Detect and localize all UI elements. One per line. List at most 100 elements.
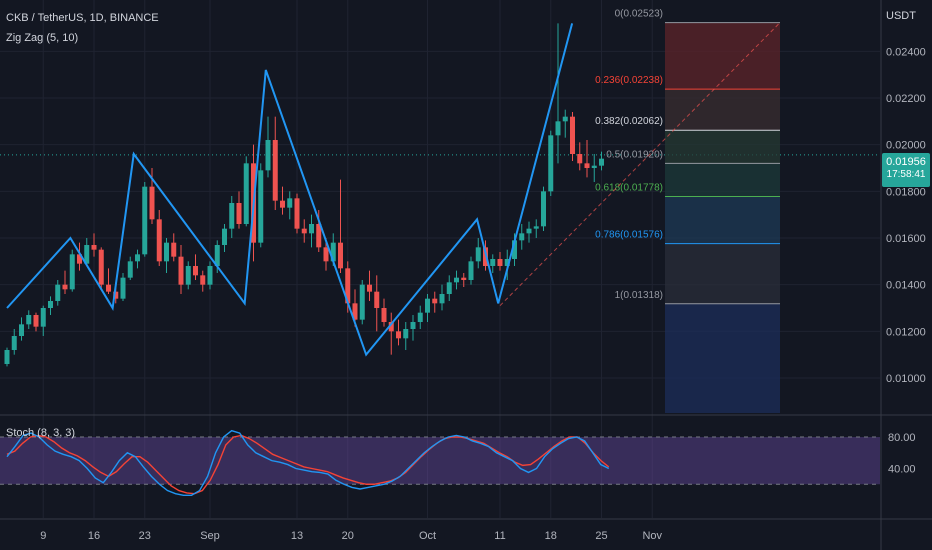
fib-level-label: 0.786(0.01576) xyxy=(595,230,663,241)
fib-level-label: 0.236(0.02238) xyxy=(595,75,663,86)
stoch-title[interactable]: Stoch (8, 3, 3) xyxy=(6,427,76,439)
time-tick-label: 23 xyxy=(139,530,151,542)
candle-body xyxy=(106,284,111,292)
fib-zone xyxy=(665,303,780,413)
candle-body xyxy=(178,256,184,285)
candle-body xyxy=(272,140,278,201)
candle-body xyxy=(533,226,539,229)
fib-trend-line xyxy=(499,22,781,307)
fib-level-label: 0.618(0.01778) xyxy=(595,182,663,193)
fib-level-label: 0.382(0.02062) xyxy=(595,116,663,127)
last-price-tag: 0.01956 17:58:41 xyxy=(882,153,930,187)
candle-body xyxy=(519,233,525,241)
candle-body xyxy=(410,322,416,329)
time-tick-label: Nov xyxy=(642,530,662,542)
candle-body xyxy=(301,228,307,234)
candle-body xyxy=(526,228,532,234)
time-tick-label: 25 xyxy=(595,530,607,542)
zigzag-polyline xyxy=(6,23,574,357)
stoch-tick-label: 40.00 xyxy=(888,464,916,476)
candle-body xyxy=(62,284,68,290)
candle-body xyxy=(425,298,430,313)
candle-body xyxy=(323,247,329,262)
price-tick-label: 0.01200 xyxy=(886,326,926,338)
candle-body xyxy=(432,298,438,304)
time-tick-label: 18 xyxy=(545,530,557,542)
stoch-d-line xyxy=(6,434,610,495)
fib-zone xyxy=(665,89,780,131)
candle-body xyxy=(142,186,148,255)
candle-body xyxy=(439,294,445,304)
candle-body xyxy=(504,259,510,266)
candle-body xyxy=(497,259,503,266)
fib-zone xyxy=(665,130,780,164)
candle-body xyxy=(19,324,24,336)
candle-body xyxy=(454,277,459,283)
candle-body xyxy=(243,163,249,224)
candle-body xyxy=(84,245,90,264)
candle-body xyxy=(135,254,140,262)
candle-body xyxy=(77,254,82,264)
candle-body xyxy=(127,261,133,278)
time-tick-label: Oct xyxy=(419,530,436,542)
candle-body xyxy=(512,240,517,259)
candle-body xyxy=(345,268,351,304)
last-price-value: 0.01956 xyxy=(886,156,926,168)
candle-body xyxy=(207,266,213,285)
time-tick-label: 9 xyxy=(40,530,46,542)
candle-body xyxy=(490,259,496,266)
candle-body xyxy=(164,242,169,262)
candle-body xyxy=(26,315,32,325)
candle-body xyxy=(403,329,409,339)
candle-body xyxy=(258,170,264,243)
candle-body xyxy=(69,254,75,290)
candle-body xyxy=(338,242,343,269)
candle-body xyxy=(156,219,162,262)
fib-level-label: 0(0.02523) xyxy=(615,9,663,20)
candle-body xyxy=(591,165,597,168)
candle-body xyxy=(367,284,372,292)
candle-body xyxy=(229,203,235,229)
fib-level-label: 0.5(0.01920) xyxy=(606,149,663,160)
candle-body xyxy=(294,198,300,229)
price-axis[interactable]: 80.00 40.00 0.02400 0.02200 0.02000 0.01800 0.… xyxy=(886,46,926,475)
time-axis[interactable]: 9 16 23 Sep 13 20 Oct 11 18 25 Nov xyxy=(40,530,662,542)
fib-retracement[interactable]: 0(0.02523) 0.236(0.02238) 0.382(0.02062) 0.… xyxy=(499,9,781,413)
indicator-label[interactable]: Zig Zag (5, 10) xyxy=(6,32,79,44)
candle-body xyxy=(570,116,575,154)
symbol-title: CKB / TetherUS, 1D, BINANCE xyxy=(6,12,159,24)
candle-body xyxy=(113,291,119,299)
candle-body xyxy=(120,277,126,299)
fib-zone xyxy=(665,243,780,304)
candle-body xyxy=(11,336,17,350)
candle-body xyxy=(91,245,97,250)
currency-label[interactable]: USDT xyxy=(886,10,916,22)
time-tick-label: 11 xyxy=(494,530,505,542)
candle-body xyxy=(599,158,604,166)
candle-body xyxy=(374,291,380,308)
candle-body xyxy=(185,266,191,285)
candle-body xyxy=(193,266,198,276)
stoch-tick-label: 80.00 xyxy=(888,432,916,444)
candle-body xyxy=(4,350,10,364)
candle-body xyxy=(555,121,561,136)
candle-body xyxy=(388,322,394,332)
candle-body xyxy=(316,224,322,248)
price-tick-label: 0.01600 xyxy=(886,233,926,245)
price-tick-label: 0.01000 xyxy=(886,373,926,385)
candle-body xyxy=(236,203,242,224)
fib-zone xyxy=(665,163,780,197)
candle-body xyxy=(287,198,293,208)
candle-body xyxy=(33,315,39,327)
candle-body xyxy=(352,303,358,320)
candle-body xyxy=(280,200,285,208)
candle-body xyxy=(446,282,452,294)
time-tick-label: 13 xyxy=(291,530,303,542)
countdown-timer: 17:58:41 xyxy=(886,169,926,180)
fib-zone xyxy=(665,22,780,90)
price-tick-label: 0.02000 xyxy=(886,140,926,152)
candle-body xyxy=(98,249,104,285)
candle-body xyxy=(417,312,423,322)
